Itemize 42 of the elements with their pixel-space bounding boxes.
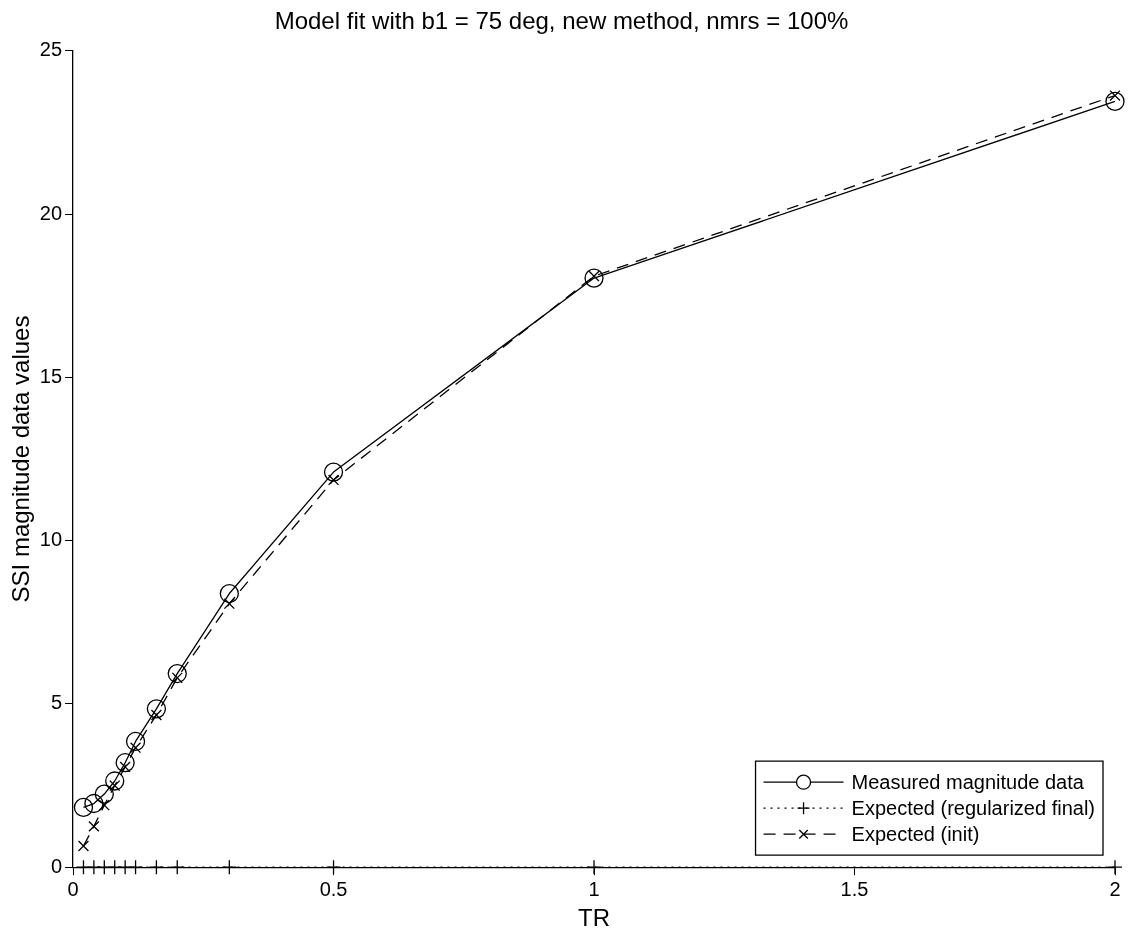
point — [146, 699, 167, 719]
point — [223, 598, 235, 610]
point — [84, 793, 104, 814]
point — [221, 859, 237, 875]
point — [1107, 859, 1123, 875]
x-tick-label: 1.5 — [840, 877, 869, 900]
point — [73, 797, 94, 818]
chart-title: Model fit with b1 = 75 deg, new method, nmrs = 100% — [274, 7, 849, 35]
x-tick-label: 0 — [67, 877, 79, 900]
point — [148, 859, 165, 875]
point — [325, 859, 342, 875]
x-tick-label: 1 — [588, 877, 600, 900]
point — [125, 731, 146, 752]
point — [327, 474, 340, 486]
point — [98, 799, 110, 811]
y-tick-label: 20 — [39, 201, 63, 224]
point — [88, 820, 100, 832]
point — [219, 583, 239, 604]
legend-label: Measured magnitude data — [851, 770, 1085, 793]
point — [129, 742, 142, 754]
point — [127, 859, 144, 875]
x-tick-label: 0.5 — [319, 877, 348, 900]
x-axis-title: TR — [578, 904, 611, 932]
point — [77, 840, 90, 852]
legend-label: Expected (init) — [851, 822, 980, 845]
y-tick-label: 15 — [39, 364, 63, 387]
point — [115, 753, 135, 773]
x-tick-label: 2 — [1109, 877, 1121, 900]
point — [584, 268, 604, 288]
y-axis-title: SSI magnitude data values — [7, 315, 35, 603]
legend-label: Expected (regularized final) — [851, 796, 1096, 819]
point — [586, 859, 602, 875]
point — [169, 859, 185, 875]
y-tick-label: 25 — [39, 38, 63, 61]
y-tick-label: 10 — [39, 528, 63, 551]
point — [94, 784, 114, 804]
point — [167, 663, 187, 684]
point — [323, 462, 344, 482]
point — [105, 771, 125, 791]
y-tick-label: 0 — [50, 854, 63, 877]
point — [1105, 91, 1125, 112]
y-tick-label: 5 — [50, 691, 63, 714]
